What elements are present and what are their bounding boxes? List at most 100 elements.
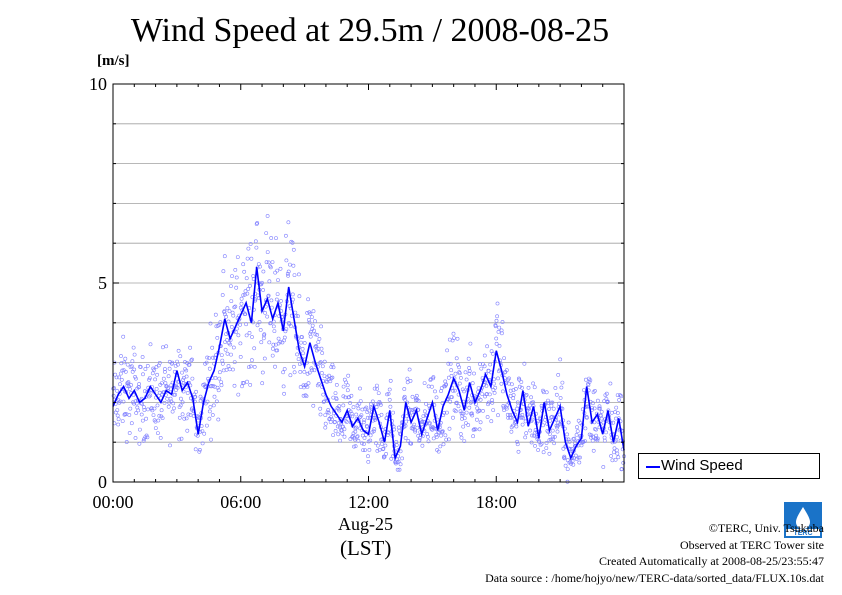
scatter-point — [384, 451, 389, 456]
scatter-point — [147, 394, 152, 399]
scatter-point — [331, 365, 336, 370]
scatter-point — [341, 403, 346, 408]
scatter-point — [178, 403, 183, 408]
scatter-point — [491, 408, 496, 413]
scatter-point — [438, 444, 443, 449]
scatter-point — [190, 357, 194, 362]
scatter-point — [245, 379, 249, 384]
x-tick-label: 06:00 — [220, 492, 261, 512]
scatter-point — [307, 320, 312, 325]
scatter-point — [208, 321, 213, 326]
scatter-point — [217, 376, 222, 381]
scatter-point — [605, 400, 610, 405]
scatter-point — [459, 411, 464, 416]
scatter-point — [457, 381, 462, 386]
scatter-point — [610, 458, 615, 463]
scatter-point — [514, 386, 518, 391]
scatter-point — [458, 432, 463, 436]
scatter-point — [247, 330, 252, 335]
x-tick-label: 12:00 — [348, 492, 389, 512]
scatter-point — [591, 448, 596, 453]
scatter-point — [313, 332, 318, 337]
scatter-point — [235, 255, 240, 260]
scatter-point — [349, 411, 354, 416]
scatter-point — [129, 383, 134, 387]
scatter-point — [150, 408, 155, 413]
scatter-point — [317, 361, 322, 365]
scatter-point — [619, 394, 624, 399]
scatter-point — [575, 425, 579, 430]
scatter-point — [566, 420, 571, 425]
scatter-point — [378, 402, 383, 407]
scatter-point — [265, 314, 270, 319]
scatter-point — [126, 380, 131, 385]
scatter-point — [462, 439, 467, 444]
scatter-point — [332, 408, 337, 413]
scatter-point — [341, 394, 346, 399]
legend: Wind Speed — [638, 453, 820, 479]
scatter-point — [178, 354, 183, 359]
scatter-point — [326, 410, 331, 415]
scatter-point — [449, 395, 454, 400]
scatter-point — [320, 364, 325, 369]
scatter-point — [255, 323, 260, 328]
scatter-point — [403, 423, 408, 428]
scatter-point — [219, 383, 224, 388]
scatter-point — [261, 269, 266, 274]
scatter-point — [587, 380, 592, 384]
scatter-point — [597, 404, 602, 409]
scatter-point — [179, 436, 184, 441]
scatter-point — [278, 266, 283, 271]
scatter-point — [316, 340, 321, 345]
scatter-point — [486, 400, 491, 405]
scatter-point — [530, 433, 535, 438]
scatter-point — [276, 278, 280, 283]
credit-copyright: ©TERC, Univ. Tsukuba — [708, 521, 824, 535]
scatter-point — [155, 403, 160, 408]
scatter-point — [584, 377, 588, 382]
scatter-point — [303, 393, 308, 398]
scatter-point — [493, 324, 498, 329]
scatter-point — [260, 381, 265, 386]
scatter-point — [520, 412, 525, 417]
scatter-point — [282, 367, 287, 371]
scatter-point — [184, 416, 189, 421]
scatter-point — [215, 385, 220, 390]
scatter-point — [356, 406, 361, 411]
scatter-point — [123, 369, 128, 374]
scatter-point — [192, 392, 197, 397]
scatter-point — [241, 262, 246, 267]
scatter-point — [148, 393, 153, 398]
scatter-point — [234, 285, 239, 290]
scatter-point — [226, 364, 231, 368]
scatter-point — [274, 236, 278, 241]
scatter-point — [153, 377, 158, 382]
scatter-point — [358, 386, 362, 391]
scatter-point — [426, 439, 431, 444]
scatter-point — [319, 346, 324, 351]
scatter-point — [214, 324, 219, 329]
scatter-point — [609, 454, 614, 458]
scatter-point — [500, 389, 505, 394]
scatter-point — [454, 400, 459, 405]
scatter-point — [137, 441, 142, 446]
scatter-point — [177, 415, 182, 420]
scatter-point — [163, 381, 168, 385]
scatter-point — [141, 405, 146, 410]
scatter-point — [167, 400, 172, 405]
scatter-point — [272, 329, 277, 334]
scatter-point — [493, 385, 498, 390]
scatter-point — [306, 297, 311, 302]
scatter-point — [279, 299, 283, 303]
scatter-point — [322, 399, 327, 404]
scatter-point — [308, 334, 313, 339]
scatter-point — [428, 421, 432, 426]
scatter-point — [132, 352, 137, 357]
scatter-point — [236, 392, 241, 397]
scatter-point — [509, 382, 514, 387]
scatter-point — [374, 405, 379, 409]
scatter-point — [420, 443, 425, 448]
scatter-point — [252, 346, 257, 351]
scatter-point — [561, 446, 566, 451]
scatter-point — [381, 455, 386, 460]
